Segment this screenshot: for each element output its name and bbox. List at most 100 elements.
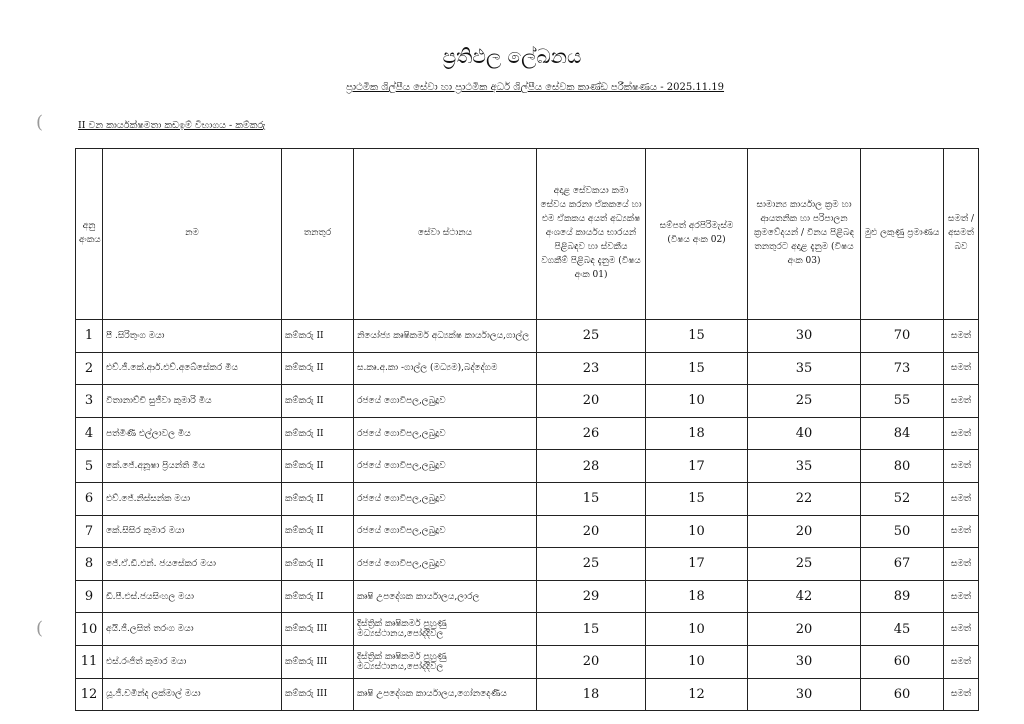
total-score: 70 (860, 319, 944, 353)
subject-1-score: 25 (536, 319, 646, 353)
table-row: 3 විතානාච්චි සුජීවා කුමාරි මිය කම්කරු II රජ… (75, 384, 979, 418)
table-row: 4 පත්මිණී එල්ලාවල මිය කම්කරු II රජයේ ගොවිපල… (75, 416, 979, 451)
result-cell: සමත් (943, 449, 979, 483)
station-cell: රජයේ ගොවිපල,ලබුදූව (353, 514, 537, 549)
document-subtitle: ප්‍රාථමික ශිල්පීය සේවා හා ප්‍රාථමික අර්ධ… (345, 82, 725, 93)
name-cell: කේ.ජේ.අනූෂා ප්‍රියන්ති මිය (102, 449, 282, 483)
subject-1-score: 26 (536, 416, 646, 451)
subject-3-score: 35 (747, 351, 861, 386)
total-score: 45 (860, 612, 944, 646)
subject-2-score: 17 (645, 547, 748, 581)
post-cell: කම්කරු II (281, 351, 354, 386)
subject-2-score: 12 (645, 677, 748, 712)
subject-2-score: 10 (645, 644, 748, 679)
subject-3-score: 25 (747, 384, 861, 418)
table-row: 6 එච්.ජේ.නිස්සන්ක මයා කම්කරු II රජයේ ගොවිපල… (75, 481, 979, 516)
subject-2-score: 18 (645, 416, 748, 451)
table-row: 9 ඩී.පී.එස්.ජයසිංහල මයා කම්කරු II කෘෂි උපදේ… (75, 579, 979, 614)
name-cell: කේ.සිසිර කුමාර මයා (102, 514, 282, 549)
serial-cell: 6 (75, 481, 103, 516)
scan-mark: ( (36, 112, 44, 133)
total-score: 55 (860, 384, 944, 418)
post-cell: කම්කරු II (281, 449, 354, 483)
post-cell: කම්කරු II (281, 416, 354, 451)
subject-1-score: 28 (536, 449, 646, 483)
subject-1-score: 20 (536, 384, 646, 418)
total-score: 50 (860, 514, 944, 549)
serial-cell: 5 (75, 449, 103, 483)
header-post: තනතුර (281, 148, 354, 320)
name-cell: ඩී.පී.එස්.ජයසිංහල මයා (102, 579, 282, 614)
subject-3-score: 30 (747, 677, 861, 712)
result-cell: සමත් (943, 579, 979, 614)
result-cell: සමත් (943, 547, 979, 581)
station-cell: කෘෂි උපදේශක කාර්යාලය,ලාරල (353, 579, 537, 614)
subject-3-score: 30 (747, 319, 861, 353)
station-cell: රජයේ ගොවිපල,ලබුදූව (353, 384, 537, 418)
total-score: 73 (860, 351, 944, 386)
station-cell: කෘෂි උපදේශක කාර්යාලය,ගෝනදෙණිය (353, 677, 537, 712)
name-cell: ජේ.ඒ.ඩී.එන්. ජයසේකර මයා (102, 547, 282, 581)
serial-cell: 3 (75, 384, 103, 418)
table-row: 7 කේ.සිසිර කුමාර මයා කම්කරු II රජයේ ගොවිපල,… (75, 514, 979, 549)
post-cell: කම්කරු II (281, 481, 354, 516)
table-row: 5 කේ.ජේ.අනූෂා ප්‍රියන්ති මිය කම්කරු II රජයේ… (75, 449, 979, 483)
serial-cell: 2 (75, 351, 103, 386)
name-cell: පී .සිරිතුංග මයා (102, 319, 282, 353)
post-cell: කම්කරු II (281, 319, 354, 353)
result-cell: සමත් (943, 319, 979, 353)
station-cell: රජයේ ගොවිපල,ලබුදූව (353, 481, 537, 516)
table-header-row: අනු අංකය නම තනතුර සේවා ස්ථානය අදාළ සේවකය… (75, 148, 979, 320)
name-cell: එච්.ජේ.නිස්සන්ක මයා (102, 481, 282, 516)
subject-3-score: 25 (747, 547, 861, 581)
station-cell: රජයේ ගොවිපල,ලබුදූව (353, 416, 537, 451)
header-result: සමත් / අසමත් බව (943, 148, 979, 320)
post-cell: කම්කරු III (281, 612, 354, 646)
result-cell: සමත් (943, 644, 979, 679)
subject-2-score: 15 (645, 351, 748, 386)
result-cell: සමත් (943, 416, 979, 451)
name-cell: යූ.ජී.චමින්ද ලක්මාල් මයා (102, 677, 282, 712)
result-cell: සමත් (943, 514, 979, 549)
subject-1-score: 18 (536, 677, 646, 712)
serial-cell: 10 (75, 612, 103, 646)
subject-3-score: 35 (747, 449, 861, 483)
name-cell: විතානාච්චි සුජීවා කුමාරි මිය (102, 384, 282, 418)
header-name: නම (102, 148, 282, 320)
post-cell: කම්කරු II (281, 384, 354, 418)
document-title: ප්‍රතිඵල ලේඛනය (442, 44, 582, 68)
table-row: 2 එච්.ජී.කේ.ආර්.එච්.අබේසේකර මිය කම්කරු II ස… (75, 351, 979, 386)
header-total: මුළු ලකුණු ප්‍රමාණය (860, 148, 944, 320)
table-row: 12 යූ.ජී.චමින්ද ලක්මාල් මයා කම්කරු III කෘෂි… (75, 677, 979, 712)
subject-2-score: 18 (645, 579, 748, 614)
total-score: 89 (860, 579, 944, 614)
table-row: 8 ජේ.ඒ.ඩී.එන්. ජයසේකර මයා කම්කරු II රජයේ ගො… (75, 547, 979, 581)
subject-3-score: 20 (747, 514, 861, 549)
post-cell: කම්කරු II (281, 514, 354, 549)
total-score: 80 (860, 449, 944, 483)
table-row: 10 අයි.ජී.ලසිත් තරංග මයා කම්කරු III දිස්ත්‍… (75, 612, 979, 646)
subject-2-score: 10 (645, 612, 748, 646)
subject-1-score: 20 (536, 514, 646, 549)
post-cell: කම්කරු III (281, 644, 354, 679)
serial-cell: 12 (75, 677, 103, 712)
subject-1-score: 29 (536, 579, 646, 614)
result-cell: සමත් (943, 677, 979, 712)
subject-2-score: 10 (645, 384, 748, 418)
result-cell: සමත් (943, 481, 979, 516)
total-score: 60 (860, 677, 944, 712)
result-cell: සමත් (943, 351, 979, 386)
serial-cell: 8 (75, 547, 103, 581)
post-cell: කම්කරු III (281, 677, 354, 712)
section-heading: II වන කාර්යක්ෂමතා කඩඉම් විභාගය - කම්කරු (78, 120, 266, 131)
station-cell: ස.කෘ.අ.කා -ගාල්ල (මධ්‍යම),බද්දේගම (353, 351, 537, 386)
subject-1-score: 23 (536, 351, 646, 386)
subject-3-score: 20 (747, 612, 861, 646)
post-cell: කම්කරු II (281, 579, 354, 614)
total-score: 67 (860, 547, 944, 581)
subject-3-score: 30 (747, 644, 861, 679)
table-row: 1 පී .සිරිතුංග මයා කම්කරු II නියෝජ්‍ය කෘෂික… (75, 319, 979, 353)
header-subject-3: සාමාන්‍ය කාර්යාල ක්‍රම හා ආයතනික හා පරිප… (747, 148, 861, 320)
subject-3-score: 40 (747, 416, 861, 451)
header-serial: අනු අංකය (75, 148, 103, 320)
